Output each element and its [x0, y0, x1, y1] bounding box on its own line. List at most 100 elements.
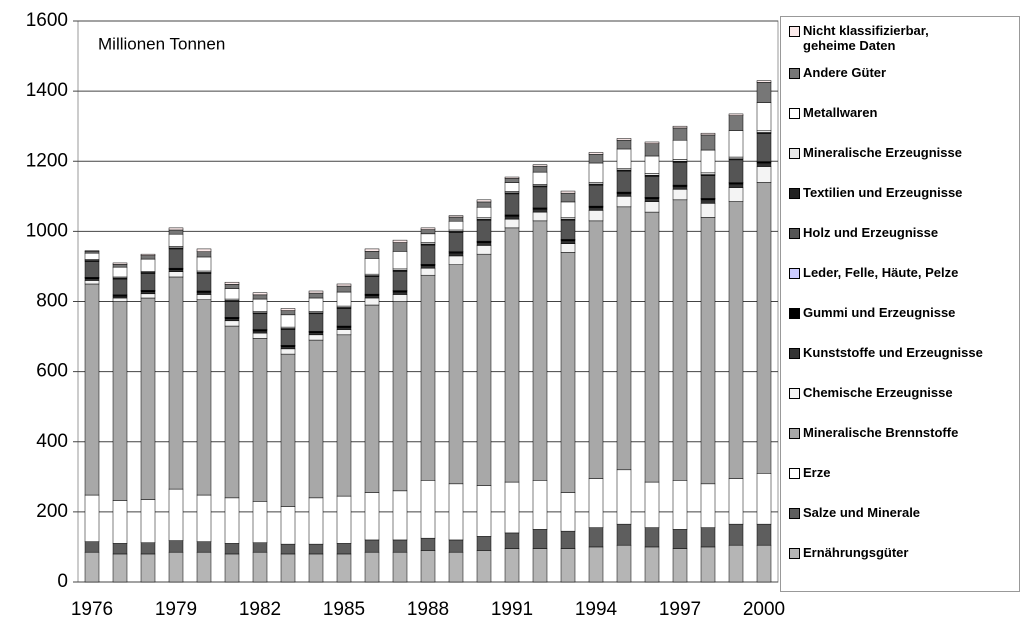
bar-segment — [84, 551, 100, 583]
bar-segment — [532, 209, 548, 213]
bar-segment — [616, 193, 632, 197]
legend-swatch — [789, 308, 800, 319]
legend-label: Nicht klassifizierbar, geheime Daten — [803, 23, 929, 53]
bar-segment — [700, 199, 716, 204]
bar-segment — [420, 229, 436, 235]
bar-segment — [252, 551, 268, 583]
bar-segment — [672, 139, 688, 160]
legend-swatch — [789, 428, 800, 439]
legend-entry: Mineralische Erzeugnisse — [789, 145, 962, 160]
x-tick-label: 1994 — [575, 599, 618, 620]
bar-segment — [728, 544, 744, 583]
bar-segment — [196, 299, 212, 496]
legend-label: Kunststoffe und Erzeugnisse — [803, 345, 983, 360]
legend-entry: Gummi und Erzeugnisse — [789, 305, 955, 320]
bar-segment — [644, 155, 660, 174]
bar-segment — [224, 497, 240, 544]
bar-segment — [252, 294, 268, 300]
bar-segment — [252, 332, 268, 339]
legend-swatch — [789, 26, 800, 37]
bar-segment — [420, 244, 436, 265]
bar-segment — [224, 325, 240, 499]
bar-segment — [644, 198, 660, 202]
bar-segment — [700, 132, 716, 136]
x-tick-label: 1985 — [323, 599, 365, 620]
bar-segment — [392, 539, 408, 553]
legend-label: Ernährungsgüter — [803, 545, 909, 560]
bar-segment — [140, 273, 156, 291]
bar-segment — [532, 480, 548, 530]
bar-segment — [252, 330, 268, 334]
legend-swatch — [789, 68, 800, 79]
legend-label: Salze und Minerale — [803, 505, 921, 520]
bar-segment — [700, 175, 716, 199]
bar-segment — [168, 271, 184, 278]
bar-segment — [588, 210, 604, 222]
bar-segment — [756, 80, 772, 83]
legend-swatch — [789, 468, 800, 479]
legend-label: Holz und Erzeugnisse — [803, 225, 939, 240]
bar-segment — [672, 186, 688, 190]
bar-segment — [84, 283, 100, 496]
legend-entry: Andere Güter — [789, 65, 886, 80]
legend-swatch — [789, 388, 800, 399]
bar-segment — [308, 297, 324, 312]
bar-segment — [168, 551, 184, 583]
bar-segment — [700, 217, 716, 485]
bar-segment — [532, 165, 548, 173]
bar-segment — [140, 255, 156, 260]
bar-segment — [728, 183, 744, 188]
bar-segment — [280, 506, 296, 545]
bar-segment — [84, 541, 100, 553]
bar-segment — [728, 159, 744, 183]
bar-segment — [364, 539, 380, 553]
bar-segment — [196, 248, 212, 252]
legend-label: Chemische Erzeugnisse — [803, 385, 953, 400]
bar-segment — [560, 252, 576, 493]
legend-entry: Kunststoffe und Erzeugnisse — [789, 345, 983, 360]
bar-segment — [392, 301, 408, 492]
bar-segment — [420, 233, 436, 243]
bar-segment — [616, 148, 632, 169]
bar-segment — [168, 540, 184, 553]
bar-segment — [448, 252, 464, 257]
legend-swatch — [789, 108, 800, 119]
bar-segment — [700, 483, 716, 528]
bar-segment — [616, 544, 632, 583]
bar-segment — [700, 203, 716, 218]
legend-label: Textilien und Erzeugnisse — [803, 185, 963, 200]
bar-segment — [476, 206, 492, 218]
bar-segment — [336, 327, 352, 330]
bar-segment — [84, 252, 100, 260]
bar-segment — [644, 481, 660, 528]
bar-segment — [588, 162, 604, 183]
bar-segment — [224, 543, 240, 555]
bar-segment — [476, 536, 492, 551]
bar-segment — [168, 276, 184, 490]
bar-segment — [280, 314, 296, 328]
bar-segment — [392, 291, 408, 295]
bar-segment — [392, 271, 408, 291]
bar-segment — [420, 274, 436, 481]
legend-label: Mineralische Erzeugnisse — [803, 145, 962, 160]
bar-segment — [140, 291, 156, 295]
bar-segment — [112, 301, 128, 501]
bar-segment — [728, 201, 744, 479]
y-tick-label: 1000 — [26, 220, 68, 241]
x-tick-label: 1997 — [659, 599, 701, 620]
annotation: Millionen Tonnen — [98, 34, 225, 53]
bar-segment — [308, 553, 324, 583]
bar-segment — [588, 153, 604, 164]
bar-segment — [616, 196, 632, 208]
bar-segment — [336, 285, 352, 293]
bar-segment — [672, 529, 688, 549]
bar-segment — [588, 207, 604, 211]
legend-entry: Textilien und Erzeugnisse — [789, 185, 962, 200]
bar-segment — [140, 253, 156, 256]
bar-segment — [644, 527, 660, 548]
legend-label: Leder, Felle, Häute, Pelze — [803, 265, 959, 280]
bar-segment — [308, 334, 324, 341]
bar-segment — [280, 329, 296, 346]
bar-segment — [672, 162, 688, 186]
bar-segment — [392, 251, 408, 270]
